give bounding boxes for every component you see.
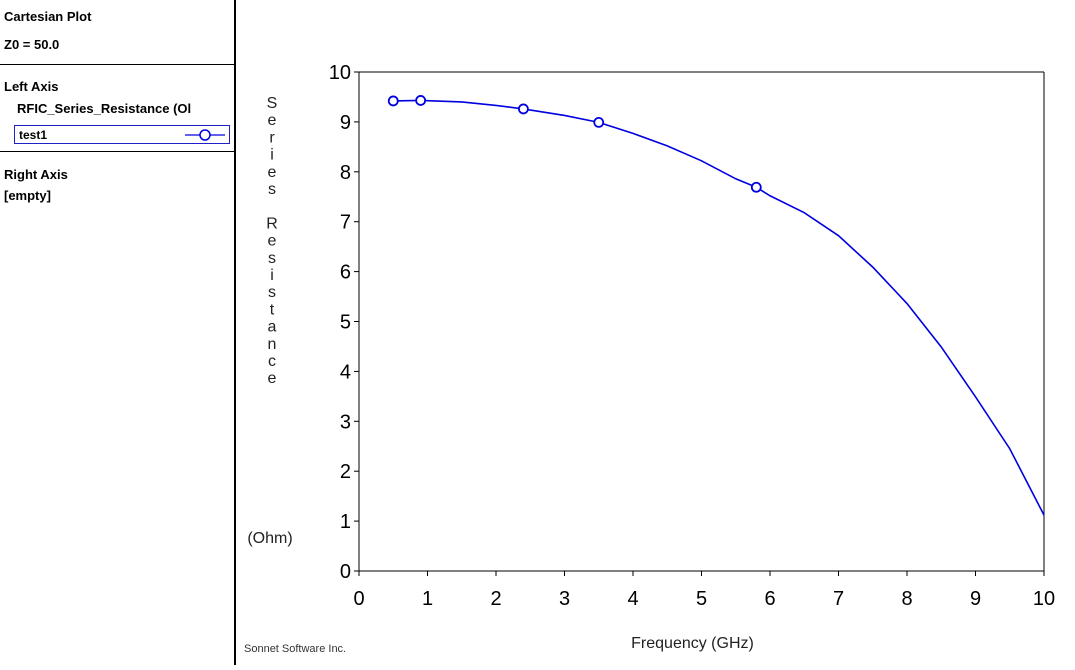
series-line-test1	[393, 99, 1045, 516]
data-point-marker	[387, 95, 399, 107]
y-axis-unit-label: (Ohm)	[247, 530, 292, 547]
y-axis-label-letter: S	[267, 95, 278, 112]
x-tick-label: 2	[490, 588, 501, 610]
y-axis-label-letter: R	[266, 215, 278, 232]
x-tick-label: 4	[627, 588, 638, 610]
plot-area[interactable]: 0 1 2 3 4 5 6 7 8 9 10 0 1 2 3 4 5 6 7 8 9 10 Frequency (GHz) S…	[236, 0, 1075, 665]
y-axis-label-letter: e	[268, 233, 277, 250]
data-point-marker	[415, 95, 427, 106]
y-tick-label: 5	[340, 312, 351, 334]
y-axis-label-letter: s	[268, 181, 276, 198]
y-axis-label-letter: n	[268, 336, 277, 353]
trace-name: test1	[19, 128, 48, 142]
y-tick-label: 8	[340, 162, 351, 184]
y-axis-label-letter: t	[270, 301, 275, 318]
x-tick-label: 6	[764, 588, 775, 610]
x-tick-label: 3	[559, 588, 570, 610]
data-point-marker	[517, 103, 529, 115]
y-tick-label: 7	[340, 212, 351, 234]
y-tick-label: 2	[340, 461, 351, 483]
x-tick-label: 1	[422, 588, 433, 610]
y-tick-label: 10	[329, 62, 351, 84]
chart-svg[interactable]: 0 1 2 3 4 5 6 7 8 9 10 0 1 2 3 4 5 6 7 8 9 10 Frequency (GHz) S…	[236, 0, 1075, 665]
x-tick-label: 9	[970, 588, 981, 610]
plot-type-label: Cartesian Plot	[4, 9, 92, 24]
x-tick-label: 7	[833, 588, 844, 610]
x-tick-label: 0	[353, 588, 364, 610]
left-axis-section[interactable]: Left Axis RFIC_Series_Resistance (Ol tes…	[0, 65, 234, 152]
y-tick-label: 4	[340, 361, 351, 383]
y-axis-label-letter: i	[270, 147, 274, 164]
y-tick-label: 6	[340, 262, 351, 284]
z0-label: Z0 = 50.0	[4, 37, 60, 52]
right-axis-value: [empty]	[4, 188, 51, 203]
y-axis-label-letter: c	[268, 353, 276, 370]
y-tick-label: 0	[340, 561, 351, 583]
right-axis-title: Right Axis	[4, 167, 68, 182]
plot-info-section: Cartesian Plot Z0 = 50.0	[0, 0, 234, 65]
y-axis-label-letter: i	[270, 267, 274, 284]
sidebar-panel: Cartesian Plot Z0 = 50.0 Left Axis RFIC_…	[0, 0, 236, 665]
x-tick-label: 5	[696, 588, 707, 610]
y-axis-label-letter: s	[268, 284, 276, 301]
x-tick-label: 8	[901, 588, 912, 610]
trace-marker-icon	[185, 129, 225, 141]
y-tick-label: 3	[340, 411, 351, 433]
x-tick-label: 10	[1033, 588, 1055, 610]
x-axis-label: Frequency (GHz)	[631, 635, 754, 652]
y-axis-label-letter: r	[269, 129, 275, 146]
y-axis-label-letter: e	[268, 164, 277, 181]
data-point-marker	[593, 116, 605, 128]
y-axis-label-letter: s	[268, 250, 276, 267]
data-point-marker	[750, 181, 762, 193]
y-axis-label-letter: a	[268, 319, 277, 336]
left-axis-measurement[interactable]: RFIC_Series_Resistance (Ol	[17, 101, 192, 116]
trace-legend-item[interactable]: test1	[14, 125, 230, 144]
y-axis-label-letter: e	[268, 370, 277, 387]
right-axis-section[interactable]: Right Axis [empty]	[0, 152, 234, 662]
left-axis-title: Left Axis	[4, 79, 59, 94]
y-tick-label: 1	[340, 511, 351, 533]
footer-credit: Sonnet Software Inc.	[244, 643, 347, 655]
y-tick-label: 9	[340, 112, 351, 134]
y-axis-label-letter: e	[268, 112, 277, 129]
